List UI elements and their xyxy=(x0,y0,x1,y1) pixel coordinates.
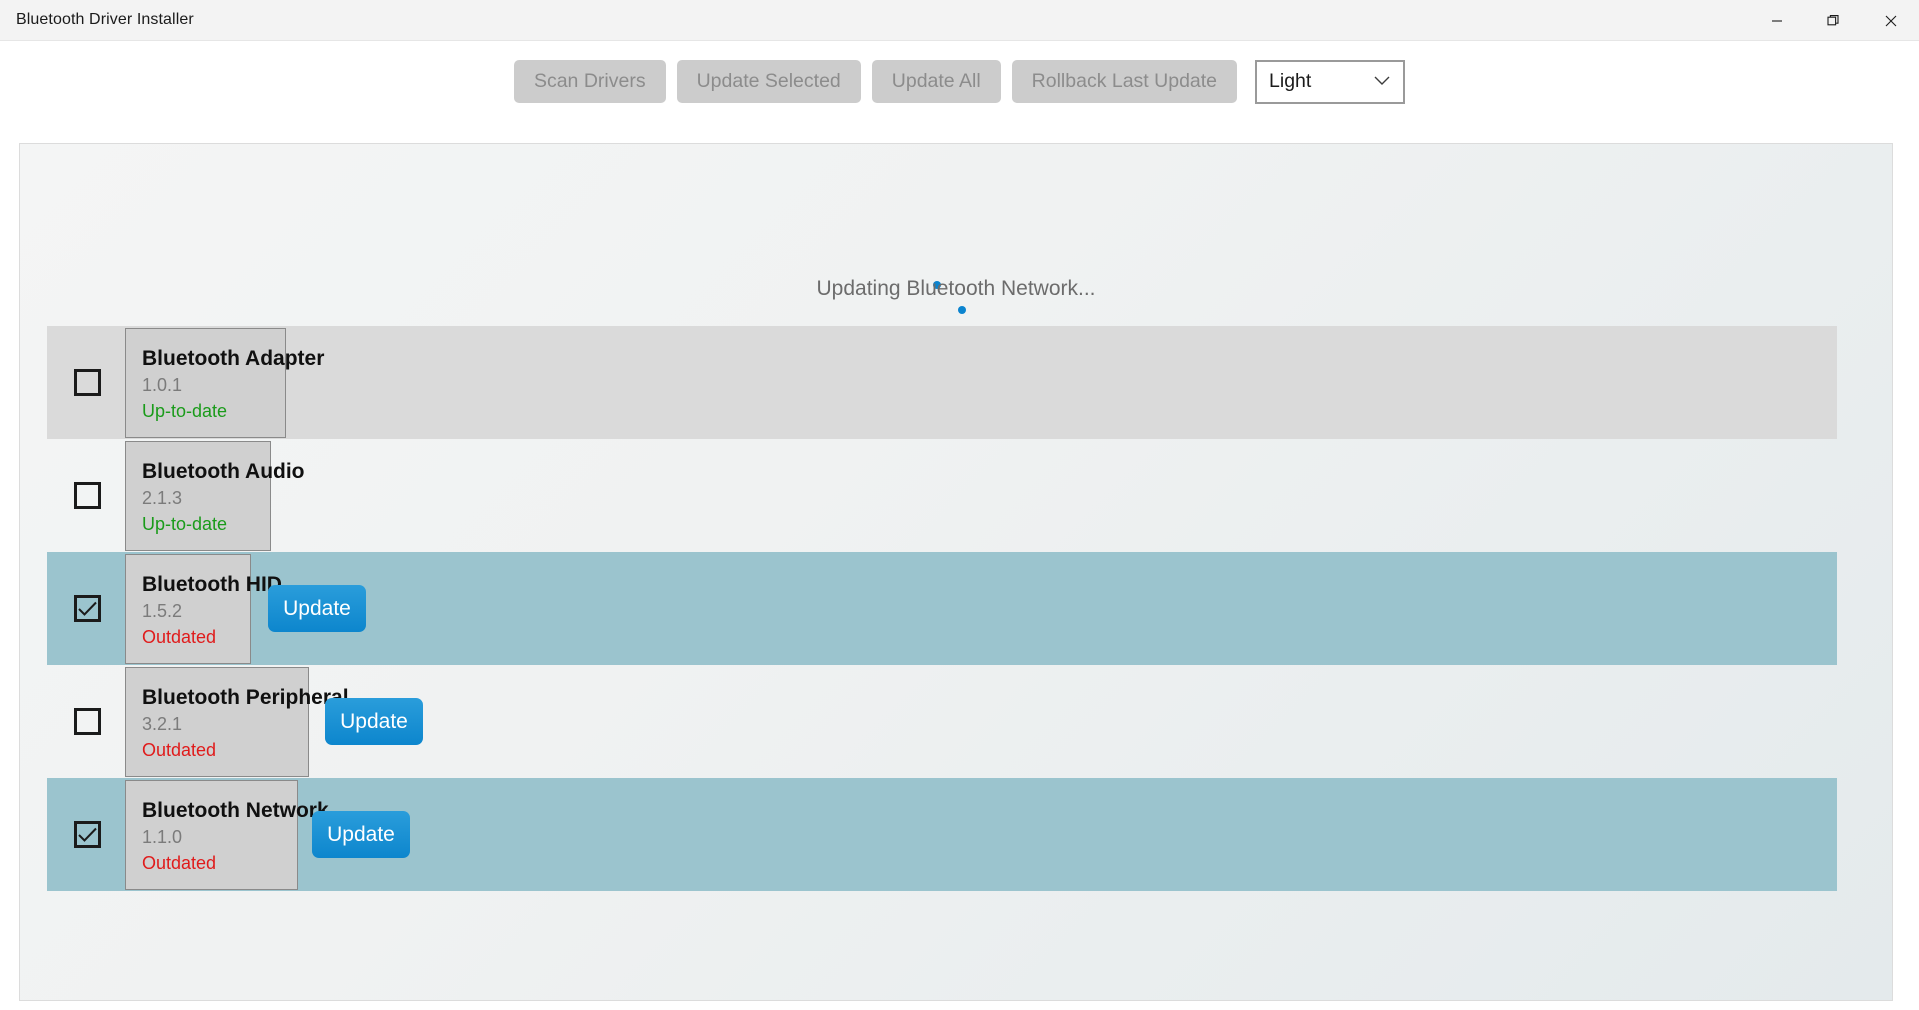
driver-name: Bluetooth HID xyxy=(142,572,282,596)
table-row[interactable]: Bluetooth Audio 2.1.3 Up-to-date xyxy=(20,439,1892,552)
driver-checkbox[interactable] xyxy=(74,369,101,396)
update-selected-button[interactable]: Update Selected xyxy=(676,60,861,103)
driver-version: 1.1.0 xyxy=(142,827,183,848)
update-all-button[interactable]: Update All xyxy=(871,60,1001,103)
driver-name: Bluetooth Audio xyxy=(142,459,305,483)
status-badge: Outdated xyxy=(142,626,217,647)
status-badge: Up-to-date xyxy=(142,513,228,534)
status-badge: Up-to-date xyxy=(142,400,228,421)
table-row[interactable]: Bluetooth Peripheral 3.2.1 Outdated Update xyxy=(20,665,1892,778)
driver-version: 3.2.1 xyxy=(142,714,183,735)
driver-name: Bluetooth Network xyxy=(142,798,329,822)
update-button[interactable]: Update xyxy=(312,811,410,858)
driver-card[interactable]: Bluetooth Audio 2.1.3 Up-to-date xyxy=(125,440,305,551)
driver-version: 2.1.3 xyxy=(142,488,183,509)
driver-checkbox[interactable] xyxy=(74,708,101,735)
chevron-down-icon xyxy=(1374,73,1390,91)
scan-drivers-button[interactable]: Scan Drivers xyxy=(513,60,666,103)
theme-select-value: Light xyxy=(1269,70,1312,92)
update-button[interactable]: Update xyxy=(325,698,423,745)
driver-checkbox[interactable] xyxy=(74,482,101,509)
spinner-dot xyxy=(958,306,966,314)
driver-card[interactable]: Bluetooth HID 1.5.2 Outdated xyxy=(125,553,282,664)
driver-card[interactable]: Bluetooth Network 1.1.0 Outdated xyxy=(125,779,329,890)
progress-status-text: Updating Bluetooth Network... xyxy=(816,277,1096,300)
update-button[interactable]: Update xyxy=(268,585,366,632)
theme-select[interactable]: Light xyxy=(1255,59,1406,104)
row-highlight xyxy=(47,326,1837,439)
check-icon xyxy=(78,827,97,842)
rollback-last-update-button[interactable]: Rollback Last Update xyxy=(1011,60,1238,103)
title-bar: Bluetooth Driver Installer xyxy=(0,0,1919,41)
table-row[interactable]: Bluetooth Adapter 1.0.1 Up-to-date xyxy=(20,326,1892,439)
driver-rows: Bluetooth Adapter 1.0.1 Up-to-date Bluetoot… xyxy=(20,326,1892,891)
driver-checkbox[interactable] xyxy=(74,821,101,848)
minimize-icon[interactable] xyxy=(1748,0,1805,41)
spinner-dot xyxy=(933,281,941,289)
driver-version: 1.0.1 xyxy=(142,375,183,396)
driver-card[interactable]: Bluetooth Adapter 1.0.1 Up-to-date xyxy=(125,327,325,438)
driver-card[interactable]: Bluetooth Peripheral 3.2.1 Outdated xyxy=(125,666,349,777)
driver-name: Bluetooth Adapter xyxy=(142,346,325,370)
table-row[interactable]: Bluetooth HID 1.5.2 Outdated Update xyxy=(20,552,1892,665)
table-row[interactable]: Bluetooth Network 1.1.0 Outdated Update xyxy=(20,778,1892,891)
window-title: Bluetooth Driver Installer xyxy=(16,11,194,28)
maximize-icon[interactable] xyxy=(1805,0,1862,41)
status-badge: Outdated xyxy=(142,739,217,760)
check-icon xyxy=(78,601,97,616)
toolbar: Scan Drivers Update Selected Update All … xyxy=(0,41,1919,122)
close-icon[interactable] xyxy=(1862,0,1919,41)
driver-version: 1.5.2 xyxy=(142,601,183,622)
driver-checkbox[interactable] xyxy=(74,595,101,622)
window-controls xyxy=(1748,0,1919,41)
driver-list-panel: Updating Bluetooth Network... Bluetooth … xyxy=(19,143,1893,1001)
status-badge: Outdated xyxy=(142,852,217,873)
driver-name: Bluetooth Peripheral xyxy=(142,685,349,709)
progress-spinner xyxy=(20,199,1892,314)
